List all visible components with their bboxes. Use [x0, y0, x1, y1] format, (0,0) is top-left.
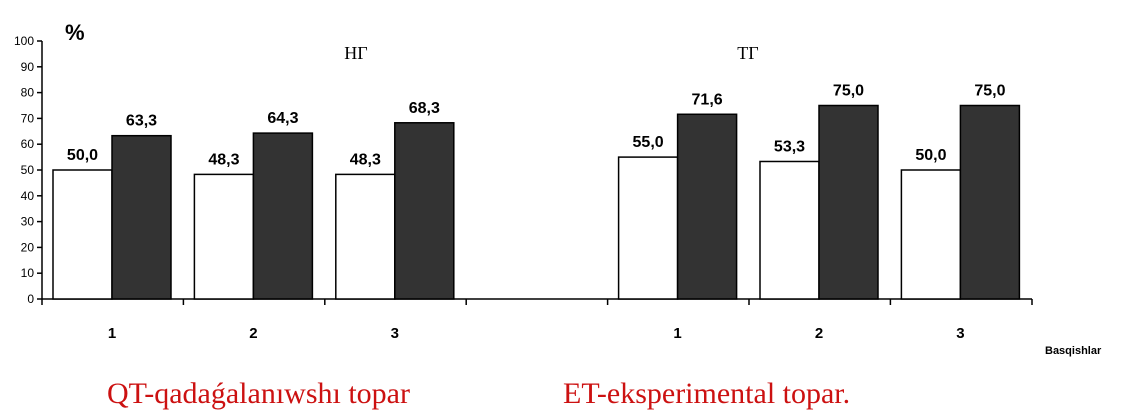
bar-white: [53, 170, 112, 299]
y-tick-label: 20: [21, 240, 35, 254]
data-label: 48,3: [208, 151, 239, 168]
data-label: 50,0: [67, 147, 98, 164]
data-label: 63,3: [126, 113, 157, 130]
bar-white: [760, 161, 819, 299]
y-tick-label: 10: [21, 266, 35, 280]
data-label: 64,3: [267, 110, 298, 127]
category-label: 2: [249, 325, 257, 342]
caption-control-group: QT-qadaǵalanıwshı topar: [107, 377, 410, 410]
y-tick-label: 50: [21, 163, 35, 177]
category-label: 3: [391, 325, 399, 342]
bar-dark: [253, 133, 312, 299]
y-unit-label: %: [65, 20, 85, 45]
group-title-tg: ТГ: [737, 43, 758, 63]
group-title-ng: НГ: [344, 43, 367, 63]
y-tick-label: 90: [21, 60, 35, 74]
y-tick-label: 70: [21, 111, 35, 125]
data-label: 75,0: [974, 83, 1005, 100]
data-label: 55,0: [633, 134, 664, 151]
data-label: 71,6: [692, 91, 723, 108]
bar-white: [901, 170, 960, 299]
bar-white: [619, 157, 678, 299]
data-label: 48,3: [350, 151, 381, 168]
y-tick-label: 30: [21, 215, 35, 229]
bar-dark: [678, 114, 737, 299]
data-label: 75,0: [833, 83, 864, 100]
category-label: 1: [673, 325, 681, 342]
caption-experimental-group: ET-eksperimental topar.: [563, 377, 850, 410]
category-label: 1: [108, 325, 116, 342]
bar-dark: [960, 106, 1019, 300]
x-axis: 1 2 3 1 2 3: [42, 299, 1032, 342]
bars: [53, 106, 1019, 300]
bar-white: [336, 174, 395, 299]
x-axis-label: Basqishlar: [1045, 345, 1102, 357]
data-label: 68,3: [409, 100, 440, 117]
y-tick-label: 100: [14, 34, 34, 48]
y-axis: 0 10 20 30 40 50 60 70 80 90 100: [14, 34, 42, 306]
y-tick-label: 80: [21, 86, 35, 100]
data-label: 53,3: [774, 138, 805, 155]
category-label: 3: [956, 325, 964, 342]
y-tick-label: 0: [27, 292, 34, 306]
bar-dark: [112, 136, 171, 299]
bar-dark: [819, 106, 878, 300]
bar-dark: [395, 123, 454, 299]
data-label: 50,0: [915, 147, 946, 164]
category-label: 2: [815, 325, 823, 342]
bar-white: [194, 174, 253, 299]
y-tick-label: 60: [21, 137, 35, 151]
y-tick-label: 40: [21, 189, 35, 203]
